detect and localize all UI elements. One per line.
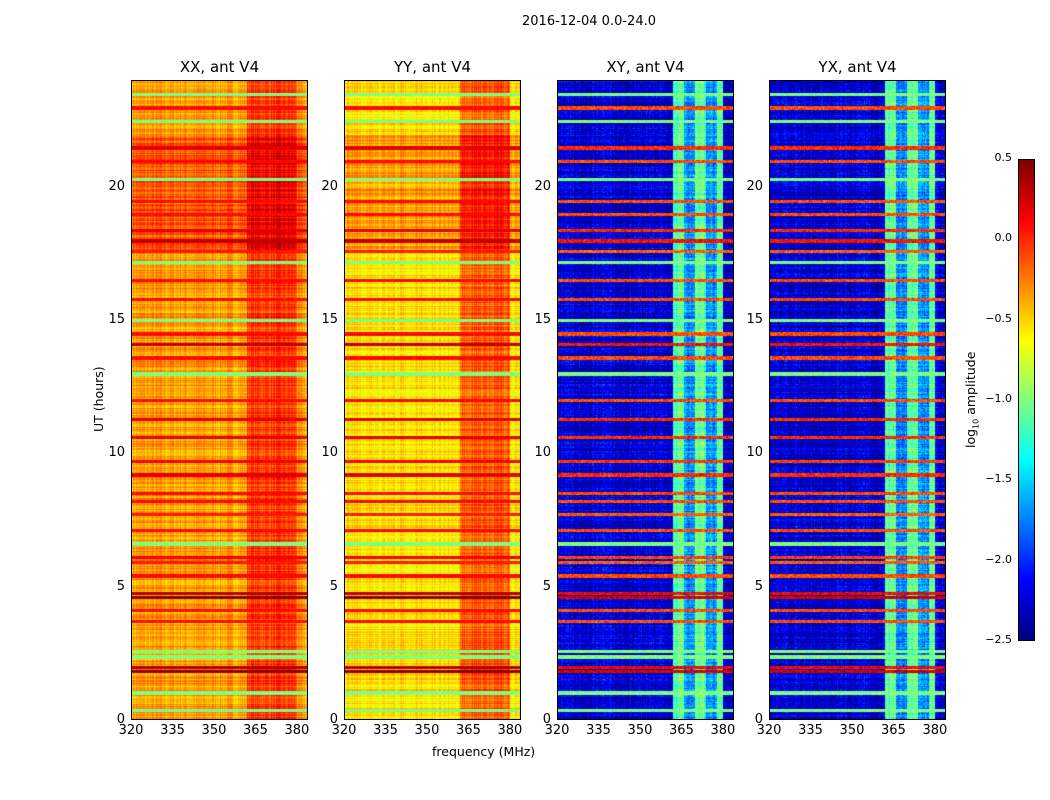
- y-tick-label: 15: [321, 312, 338, 327]
- x-tick-label: 350: [414, 723, 440, 738]
- y-tick-label: 20: [321, 178, 338, 194]
- colorbar-tick-label: 0.5: [994, 151, 1013, 164]
- panel-title: YY, ant V4: [393, 58, 471, 76]
- y-tick-label: 5: [754, 578, 763, 594]
- x-tick-label: 320: [544, 723, 570, 738]
- x-axis-label: frequency (MHz): [432, 744, 536, 759]
- x-tick-label: 380: [710, 723, 736, 738]
- y-tick-label: 15: [108, 312, 125, 327]
- colorbar-tick-label: −1.0: [985, 392, 1012, 405]
- y-tick-label: 10: [534, 445, 551, 461]
- colorbar: [1018, 159, 1035, 641]
- x-tick-label: 365: [669, 723, 694, 738]
- x-tick-label: 350: [839, 723, 865, 738]
- panel-title: XY, ant V4: [606, 58, 685, 76]
- x-tick-label: 335: [798, 723, 823, 738]
- colorbar-label-sub: 10: [971, 418, 981, 429]
- colorbar-tick-label: −2.0: [985, 552, 1012, 566]
- colorbar-tick-label: −0.5: [985, 311, 1012, 325]
- colorbar-tick-label: −2.5: [985, 633, 1012, 646]
- x-tick-label: 350: [627, 723, 653, 738]
- x-tick-label: 350: [201, 723, 227, 738]
- y-tick-label: 20: [534, 178, 551, 194]
- heatmap-cells: [345, 81, 520, 719]
- colorbar-tick-label: 0.0: [994, 231, 1013, 245]
- heatmap-panel: [344, 80, 521, 720]
- x-tick-label: 335: [160, 723, 185, 738]
- y-tick-label: 0: [542, 712, 551, 727]
- colorbar-label-log: log: [963, 428, 978, 448]
- x-tick-label: 365: [881, 723, 906, 738]
- y-tick-label: 5: [329, 578, 338, 594]
- x-tick-label: 320: [118, 723, 144, 738]
- heatmap-cells: [132, 81, 307, 719]
- y-tick-label: 15: [746, 312, 763, 327]
- heatmap-cells: [770, 81, 945, 719]
- y-tick-label: 0: [754, 712, 763, 727]
- x-tick-label: 320: [331, 723, 357, 738]
- y-tick-label: 10: [746, 445, 763, 461]
- y-tick-label: 0: [116, 712, 125, 727]
- x-tick-label: 380: [284, 723, 310, 738]
- y-tick-label: 5: [542, 578, 551, 594]
- y-tick-label: 20: [746, 178, 763, 194]
- x-tick-label: 380: [922, 723, 948, 738]
- x-tick-label: 320: [756, 723, 782, 738]
- y-tick-label: 10: [321, 445, 338, 461]
- heatmap-cells: [558, 81, 733, 719]
- heatmap-panel: [131, 80, 308, 720]
- colorbar-tick-label: −1.5: [985, 472, 1012, 486]
- colorbar-gradient: [1019, 160, 1034, 640]
- figure-title: 2016-12-04 0.0-24.0: [522, 14, 656, 29]
- colorbar-label: log10 amplitude: [963, 352, 981, 448]
- heatmap-panel: [769, 80, 946, 720]
- y-tick-label: 0: [329, 712, 338, 727]
- y-tick-label: 10: [108, 445, 125, 461]
- y-tick-label: 15: [534, 312, 551, 327]
- panel-title: YX, ant V4: [818, 58, 897, 76]
- y-axis-label: UT (hours): [91, 366, 106, 432]
- x-tick-label: 365: [456, 723, 481, 738]
- heatmap-panel: [557, 80, 734, 720]
- y-tick-label: 5: [116, 578, 125, 594]
- colorbar-label-rest: amplitude: [963, 351, 978, 419]
- x-tick-label: 365: [243, 723, 268, 738]
- x-tick-label: 380: [497, 723, 523, 738]
- panel-title: XX, ant V4: [179, 58, 260, 76]
- y-tick-label: 20: [108, 178, 125, 194]
- x-tick-label: 335: [586, 723, 611, 738]
- x-tick-label: 335: [373, 723, 398, 738]
